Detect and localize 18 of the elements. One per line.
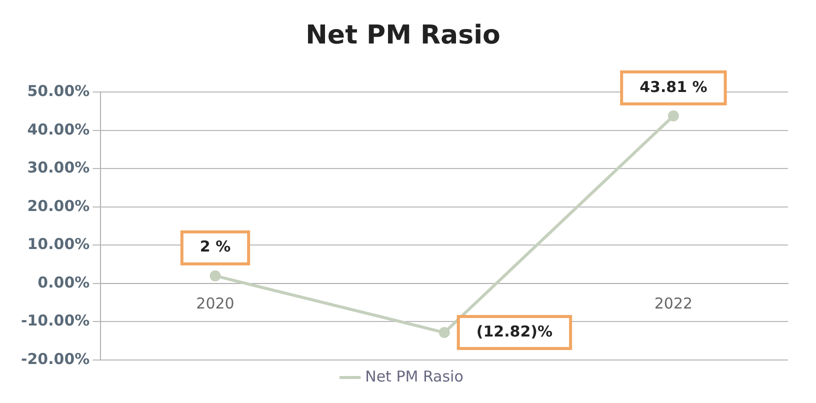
y-tick-label: 10.00% [27,235,90,254]
y-tick-label: -20.00% [21,350,90,368]
point [210,270,221,282]
data-label: (12.82)% [476,322,553,340]
x-tick-label: 2022 [654,294,693,312]
data-label: 43.81 % [640,78,708,96]
x-tick-label: 2020 [196,294,234,312]
y-tick-label: 20.00% [27,196,90,215]
y-tick-label: -10.00% [21,312,90,330]
point [438,327,450,338]
y-tick-label: 40.00% [27,120,90,138]
chart-title: Net PM Rasio [306,20,500,50]
data-label: 2 % [200,238,231,256]
legend-label: Net PM Rasio [365,367,464,386]
y-tick-label: 0.00% [38,273,90,292]
y-tick-label: 30.00% [27,158,90,177]
y-tick-label: 50.00% [27,82,90,100]
point [668,110,679,122]
